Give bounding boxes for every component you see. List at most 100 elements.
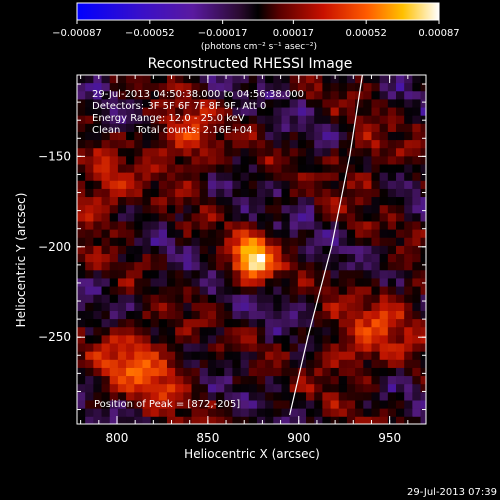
heatmap-cell (273, 99, 283, 109)
heatmap-cell (420, 327, 426, 336)
heatmap-cell (166, 197, 176, 206)
heatmap-cell (166, 286, 176, 296)
heatmap-cell (387, 172, 397, 182)
heatmap-cell (322, 254, 332, 263)
heatmap-cell (158, 286, 168, 296)
heatmap-cell (101, 400, 111, 410)
heatmap-cell (396, 343, 405, 353)
heatmap-cell (281, 83, 291, 92)
heatmap-cell (77, 343, 86, 353)
heatmap-cell (232, 75, 242, 84)
heatmap-cell (412, 327, 422, 336)
heatmap-cell (207, 245, 217, 255)
heatmap-cell (232, 123, 242, 133)
heatmap-cell (306, 229, 315, 239)
heatmap-cell (142, 197, 152, 206)
heatmap-cell (126, 131, 135, 141)
heatmap-cell (404, 310, 413, 320)
heatmap-cell (216, 164, 225, 174)
heatmap-cell (166, 262, 176, 271)
heatmap-cell (314, 302, 323, 312)
heatmap-cell (338, 319, 348, 328)
heatmap-cell (126, 245, 135, 255)
heatmap-cell (363, 359, 373, 369)
colorbar-tick-label: −0.00087 (52, 28, 102, 39)
heatmap-cell (396, 376, 405, 385)
heatmap-cell (338, 205, 348, 214)
heatmap-cell (216, 221, 225, 231)
heatmap-cell (346, 188, 356, 198)
heatmap-cell (207, 351, 217, 361)
annotation-detectors: Detectors: 3F 5F 6F 7F 8F 9F, Att 0 (92, 101, 266, 112)
heatmap-cell (232, 131, 242, 141)
heatmap-cell (355, 83, 364, 92)
heatmap-cell (216, 367, 225, 377)
heatmap-cell (420, 148, 426, 157)
heatmap-cell (314, 294, 323, 304)
heatmap-cell (191, 213, 201, 223)
heatmap-cell (420, 237, 426, 247)
heatmap-cell (338, 367, 348, 377)
heatmap-cell (199, 351, 209, 361)
heatmap-cell (396, 392, 405, 402)
heatmap-cell (256, 83, 266, 92)
heatmap-cell (175, 367, 184, 377)
heatmap-cell (289, 115, 299, 125)
heatmap-cell (216, 254, 225, 263)
heatmap-cell (256, 310, 266, 320)
heatmap-cell (216, 270, 225, 280)
heatmap-cell (232, 213, 242, 223)
heatmap-cell (273, 278, 283, 288)
heatmap-cell (338, 180, 348, 190)
heatmap-cell (289, 286, 299, 296)
heatmap-cell (191, 148, 201, 157)
heatmap-cell (224, 221, 234, 231)
heatmap-cell (412, 408, 422, 418)
heatmap-cell (199, 164, 209, 174)
heatmap-cell (150, 351, 160, 361)
heatmap-cell (387, 294, 397, 304)
heatmap-cell (150, 123, 160, 133)
heatmap-cell (420, 164, 426, 174)
heatmap-cell (273, 376, 283, 385)
heatmap-cell (166, 310, 176, 320)
heatmap-cell (346, 229, 356, 239)
heatmap-cell (126, 180, 135, 190)
heatmap-cell (183, 188, 193, 198)
heatmap-cell (77, 254, 86, 263)
heatmap-cell (289, 99, 299, 109)
heatmap-cell (265, 213, 274, 223)
heatmap-cell (232, 205, 242, 214)
heatmap-cell (207, 188, 217, 198)
heatmap-cell (142, 343, 152, 353)
heatmap-cell (224, 310, 234, 320)
x-tick-label: 800 (106, 431, 129, 445)
heatmap-cell (420, 197, 426, 206)
heatmap-cell (281, 367, 291, 377)
heatmap-cell (175, 164, 184, 174)
heatmap-cell (420, 384, 426, 393)
heatmap-cell (387, 367, 397, 377)
heatmap-cell (273, 180, 283, 190)
heatmap-cell (150, 327, 160, 336)
heatmap-cell (216, 115, 225, 125)
heatmap-cell (322, 164, 332, 174)
heatmap-cell (281, 91, 291, 101)
heatmap-cell (396, 221, 405, 231)
heatmap-cell (85, 286, 94, 296)
heatmap-cell (420, 245, 426, 255)
heatmap-cell (265, 416, 274, 424)
heatmap-cell (330, 302, 340, 312)
heatmap-cell (224, 335, 234, 345)
heatmap-cell (363, 140, 373, 149)
footer-timestamp: 29-Jul-2013 07:39 (407, 487, 497, 498)
heatmap-cell (158, 376, 168, 385)
heatmap-cell (363, 367, 373, 377)
heatmap-cell (429, 99, 438, 108)
heatmap-cell (150, 83, 160, 92)
heatmap-cell (297, 270, 307, 280)
heatmap-cell (429, 221, 438, 230)
heatmap-cell (216, 327, 225, 336)
heatmap-cell (322, 286, 332, 296)
heatmap-cell (117, 221, 127, 231)
